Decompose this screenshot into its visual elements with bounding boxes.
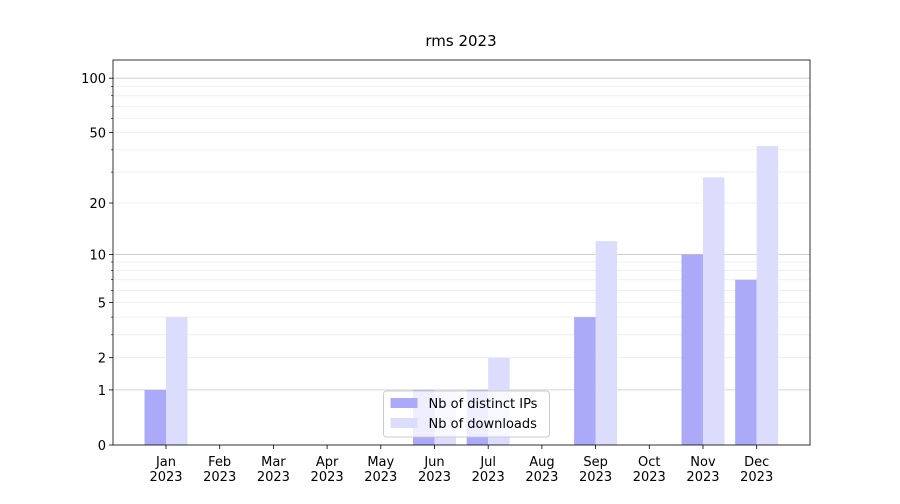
y-tick-label: 10 xyxy=(89,248,106,263)
x-tick-label: Jan 2023 xyxy=(149,455,182,485)
x-tick-label: Mar 2023 xyxy=(257,455,290,485)
x-tick-label: Aug 2023 xyxy=(525,455,558,485)
y-tick-label: 100 xyxy=(81,72,106,87)
bar xyxy=(144,389,166,445)
x-tick-label: May 2023 xyxy=(364,455,397,485)
y-tick-label: 5 xyxy=(98,297,106,312)
chart-title: rms 2023 xyxy=(425,32,496,50)
x-tick-label: Oct 2023 xyxy=(633,455,666,485)
bar xyxy=(166,317,188,445)
legend-box xyxy=(383,390,550,438)
x-tick-label: Nov 2023 xyxy=(686,455,719,485)
x-tick-label: Sep 2023 xyxy=(579,455,612,485)
y-tick-label: 0 xyxy=(98,439,106,454)
bar xyxy=(702,177,725,445)
x-tick-label: Jun 2023 xyxy=(418,455,451,485)
legend: Nb of distinct IPs Nb of downloads xyxy=(383,390,550,438)
legend-swatch xyxy=(390,418,418,428)
y-tick-label: 20 xyxy=(89,197,106,212)
y-tick-label: 50 xyxy=(89,127,106,142)
x-tick-label: Dec 2023 xyxy=(740,455,773,485)
bar xyxy=(681,254,703,445)
x-tick-label: Jul 2023 xyxy=(472,455,505,485)
bar xyxy=(574,317,596,445)
plot-frame xyxy=(112,59,811,446)
bar xyxy=(735,279,757,445)
bar xyxy=(595,241,618,445)
x-tick-label: Apr 2023 xyxy=(311,455,344,485)
legend-swatch xyxy=(390,398,418,408)
y-tick-label: 2 xyxy=(98,352,106,367)
legend-label: Nb of distinct IPs xyxy=(429,397,538,412)
y-tick-label: 1 xyxy=(98,384,106,399)
bar xyxy=(756,146,779,445)
x-tick-label: Feb 2023 xyxy=(203,455,236,485)
legend-label: Nb of downloads xyxy=(429,417,538,432)
